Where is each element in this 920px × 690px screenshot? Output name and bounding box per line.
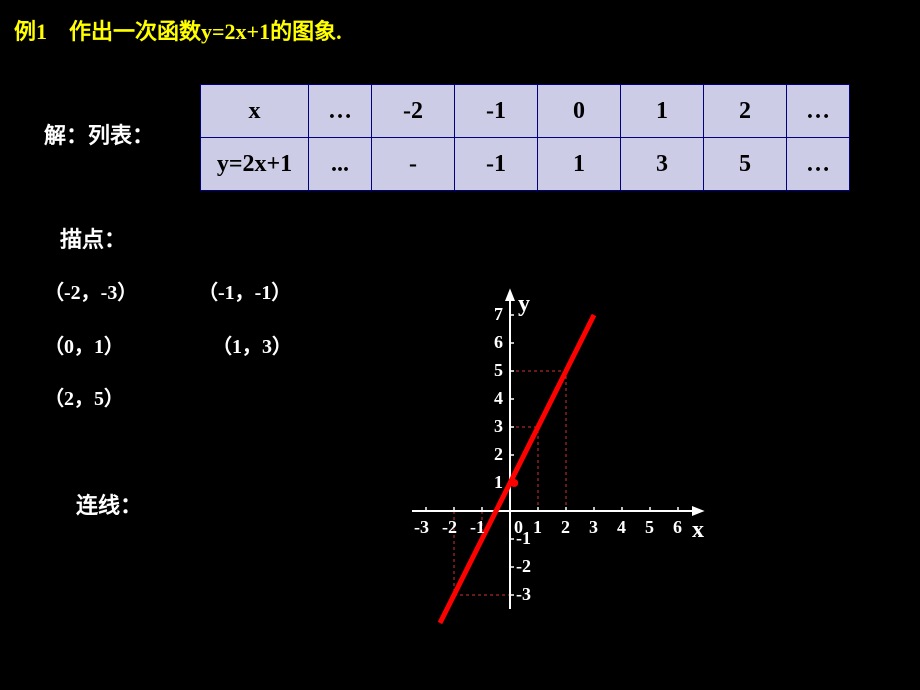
axis-tick: 2 bbox=[561, 517, 570, 538]
th-v5: 2 bbox=[704, 85, 787, 138]
axis-tick: -2 bbox=[442, 517, 457, 538]
th-x: x bbox=[201, 85, 309, 138]
point-1: （-2，-3） bbox=[44, 276, 137, 305]
chart-svg bbox=[366, 196, 796, 656]
th-ell2: … bbox=[787, 85, 850, 138]
axis-tick: 5 bbox=[645, 517, 654, 538]
point-4: （1，3） bbox=[212, 330, 292, 359]
th-v2: -1 bbox=[455, 85, 538, 138]
axis-tick: -3 bbox=[414, 517, 429, 538]
td-v4: 3 bbox=[621, 138, 704, 191]
axis-tick: 3 bbox=[494, 416, 503, 437]
axis-tick: 6 bbox=[673, 517, 682, 538]
axis-tick: x bbox=[692, 517, 704, 544]
point-3: （0，1） bbox=[44, 330, 124, 359]
axis-tick: 7 bbox=[494, 304, 503, 325]
axis-tick: 4 bbox=[494, 388, 503, 409]
th-v4: 1 bbox=[621, 85, 704, 138]
td-ell1: ... bbox=[309, 138, 372, 191]
axis-tick: 4 bbox=[617, 517, 626, 538]
axis-tick: 2 bbox=[494, 444, 503, 465]
td-v2: -1 bbox=[455, 138, 538, 191]
axis-tick: -3 bbox=[516, 584, 531, 605]
axis-tick: -1 bbox=[516, 528, 531, 549]
th-v3: 0 bbox=[538, 85, 621, 138]
td-v5: 5 bbox=[704, 138, 787, 191]
axis-tick: 5 bbox=[494, 360, 503, 381]
td-v1: - bbox=[372, 138, 455, 191]
axis-tick: -1 bbox=[470, 517, 485, 538]
label-plot-points: 描点： bbox=[60, 222, 126, 254]
td-ell2: … bbox=[787, 138, 850, 191]
td-y: y=2x+1 bbox=[201, 138, 309, 191]
label-connect-line: 连线： bbox=[76, 488, 142, 520]
value-table: x … -2 -1 0 1 2 … y=2x+1 ... - -1 1 3 5 … bbox=[200, 84, 850, 191]
axis-tick: y bbox=[518, 291, 530, 318]
point-2: （-1，-1） bbox=[198, 276, 291, 305]
axis-tick: 1 bbox=[533, 517, 542, 538]
axis-tick: 1 bbox=[494, 472, 503, 493]
function-graph: yx-3-2-101234561234567-1-2-3 bbox=[366, 196, 796, 656]
axis-tick: -2 bbox=[516, 556, 531, 577]
table-header-row: x … -2 -1 0 1 2 … bbox=[201, 85, 850, 138]
table-data-row: y=2x+1 ... - -1 1 3 5 … bbox=[201, 138, 850, 191]
th-v1: -2 bbox=[372, 85, 455, 138]
example-title: 例1 作出一次函数y=2x+1的图象. bbox=[14, 14, 342, 46]
point-5: （2，5） bbox=[44, 382, 124, 411]
th-ell1: … bbox=[309, 85, 372, 138]
td-v3: 1 bbox=[538, 138, 621, 191]
axis-tick: 3 bbox=[589, 517, 598, 538]
axis-tick: 6 bbox=[494, 332, 503, 353]
label-solution: 解：列表： bbox=[44, 118, 154, 150]
